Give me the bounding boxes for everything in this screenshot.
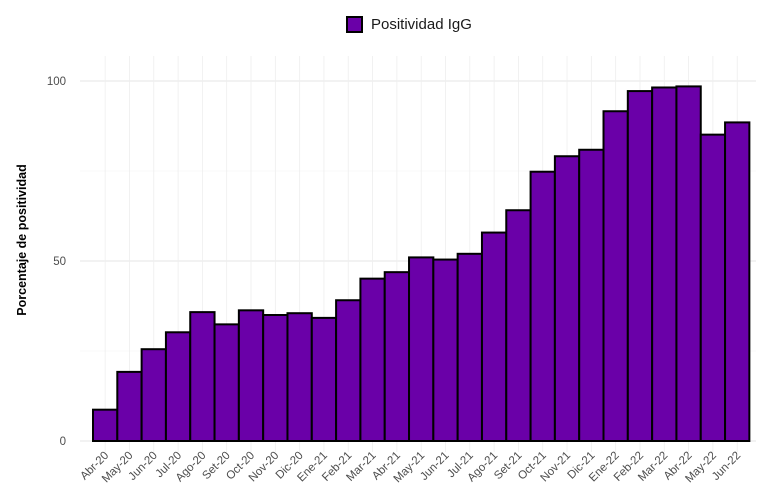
bar bbox=[505, 209, 532, 442]
bar bbox=[480, 231, 508, 442]
bar bbox=[675, 85, 702, 443]
legend: Positividad IgG bbox=[346, 16, 472, 33]
bar bbox=[116, 370, 143, 443]
y-tick-label: 0 bbox=[60, 436, 66, 448]
bar bbox=[383, 271, 411, 442]
bar bbox=[529, 170, 556, 442]
bar bbox=[578, 148, 605, 442]
bar bbox=[237, 309, 265, 442]
bar bbox=[140, 348, 167, 443]
bar bbox=[432, 258, 459, 442]
bar bbox=[189, 311, 216, 442]
y-tick-label: 50 bbox=[53, 256, 66, 268]
y-tick-label: 100 bbox=[47, 76, 66, 88]
bar bbox=[164, 331, 192, 442]
bar bbox=[724, 121, 751, 443]
legend-label-positividad-igg: Positividad IgG bbox=[371, 16, 472, 33]
bar bbox=[92, 408, 119, 442]
bar bbox=[456, 252, 483, 442]
bar bbox=[408, 256, 435, 442]
bar bbox=[262, 314, 289, 442]
bar bbox=[699, 133, 727, 442]
bar bbox=[626, 90, 654, 443]
bar bbox=[310, 316, 338, 443]
bar bbox=[335, 299, 362, 442]
bar bbox=[213, 323, 240, 442]
bar bbox=[359, 277, 386, 443]
bar bbox=[286, 312, 313, 443]
bar bbox=[602, 110, 629, 443]
legend-swatch-positividad-igg bbox=[346, 16, 363, 33]
bar bbox=[651, 86, 678, 442]
bar bbox=[553, 155, 581, 443]
